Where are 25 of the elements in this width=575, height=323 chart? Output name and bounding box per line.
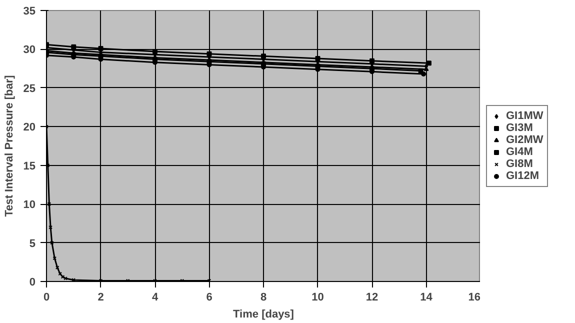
- y-tick-label: 35: [23, 6, 36, 18]
- y-axis-title: Test Interval Pressure [bar]: [3, 74, 16, 217]
- legend-label: GI3M: [506, 122, 533, 134]
- x-tick-label: 8: [260, 292, 267, 304]
- x-tick-label: 12: [366, 292, 378, 304]
- x-tick-label: 16: [468, 292, 481, 304]
- y-tick-label: 25: [23, 82, 36, 95]
- y-tick-label: 0: [29, 276, 36, 288]
- x-tick-label: 4: [152, 292, 159, 304]
- x-tick-label: 0: [43, 292, 50, 304]
- legend-label: GI1MW: [506, 110, 544, 122]
- x-tick-label: 2: [98, 292, 104, 304]
- legend-label: GI4M: [506, 146, 533, 158]
- legend-label: GI12M: [506, 170, 540, 182]
- y-tick-label: 5: [29, 238, 36, 250]
- x-tick-label: 6: [206, 292, 212, 304]
- y-tick-label: 10: [23, 199, 36, 212]
- x-tick-label: 10: [312, 292, 324, 304]
- x-axis-title: Time [days]: [233, 308, 294, 320]
- legend-label: GI8M: [506, 158, 533, 170]
- y-tick-label: 30: [23, 44, 36, 56]
- y-tick-label: 15: [23, 160, 36, 172]
- x-tick-label: 14: [420, 292, 434, 304]
- y-tick-label: 20: [23, 122, 36, 134]
- legend-label: GI2MW: [506, 134, 544, 146]
